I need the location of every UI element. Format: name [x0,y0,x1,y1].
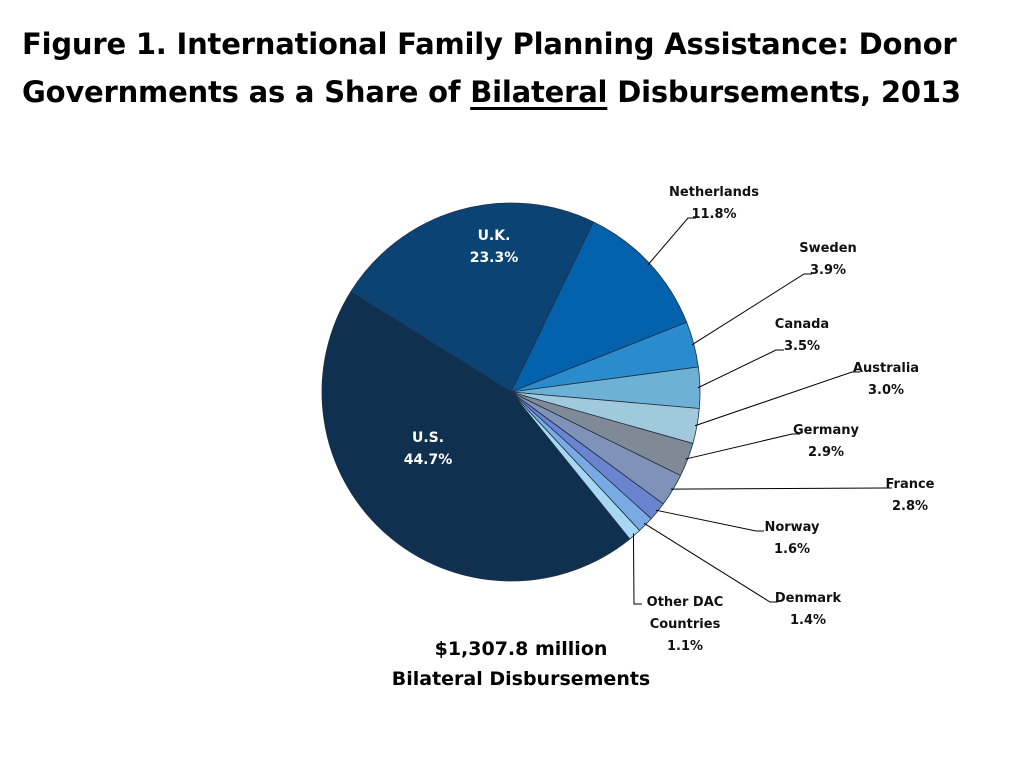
slice-label-france: France [885,477,934,492]
slice-value-denmark: 1.4% [790,613,826,628]
slice-label-australia: Australia [853,361,919,376]
leader-line-norway [655,509,764,532]
title-line-2-end: Disbursements, 2013 [607,75,961,109]
slice-value-germany: 2.9% [808,445,844,460]
slice-label-germany: Germany [793,423,859,438]
chart-title: Figure 1. International Family Planning … [22,20,1012,116]
title-underlined-word: Bilateral [470,75,608,109]
slice-label-sweden: Sweden [799,241,857,256]
slice-value-netherlands: 11.8% [691,207,736,222]
slice-label-other-dac-countries-1: Other DAC [647,595,724,610]
slice-value-u-s: 44.7% [404,452,453,468]
slice-value-norway: 1.6% [774,542,810,557]
total-annotation: $1,307.8 million Bilateral Disbursements [380,634,662,694]
slice-label-canada: Canada [775,317,829,332]
leader-line-denmark [643,522,778,603]
slice-value-france: 2.8% [892,499,928,514]
leader-line-australia [694,371,860,427]
total-amount: $1,307.8 million [434,638,608,660]
leader-line-other-dac-countries [632,533,642,605]
leader-line-canada [697,349,784,389]
slice-label-u-k: U.K. [478,228,511,244]
title-line-1: Figure 1. International Family Planning … [22,27,957,61]
total-caption: Bilateral Disbursements [391,668,651,690]
leader-line-netherlands [647,217,696,266]
leader-line-germany [685,433,800,460]
pie-slice-u-k [350,202,595,393]
title-line-2-start: Governments as a Share of [22,75,471,109]
leader-line-sweden [691,273,812,346]
title-line-2: Governments as a Share of Bilateral Disb… [22,68,1012,116]
leader-line-france [670,487,892,490]
slice-label-u-s: U.S. [412,430,444,446]
slice-value-u-k: 23.3% [470,250,519,266]
slice-value-australia: 3.0% [868,383,904,398]
pie-slice-u-s [321,291,631,582]
slice-label-denmark: Denmark [775,591,842,606]
slice-value-sweden: 3.9% [810,263,846,278]
slice-label-netherlands: Netherlands [669,185,759,200]
slice-label-other-dac-countries-2: Countries [650,617,721,632]
slice-value-canada: 3.5% [784,339,820,354]
slice-value-other-dac-countries: 1.1% [667,639,703,654]
slice-label-norway: Norway [764,520,820,535]
